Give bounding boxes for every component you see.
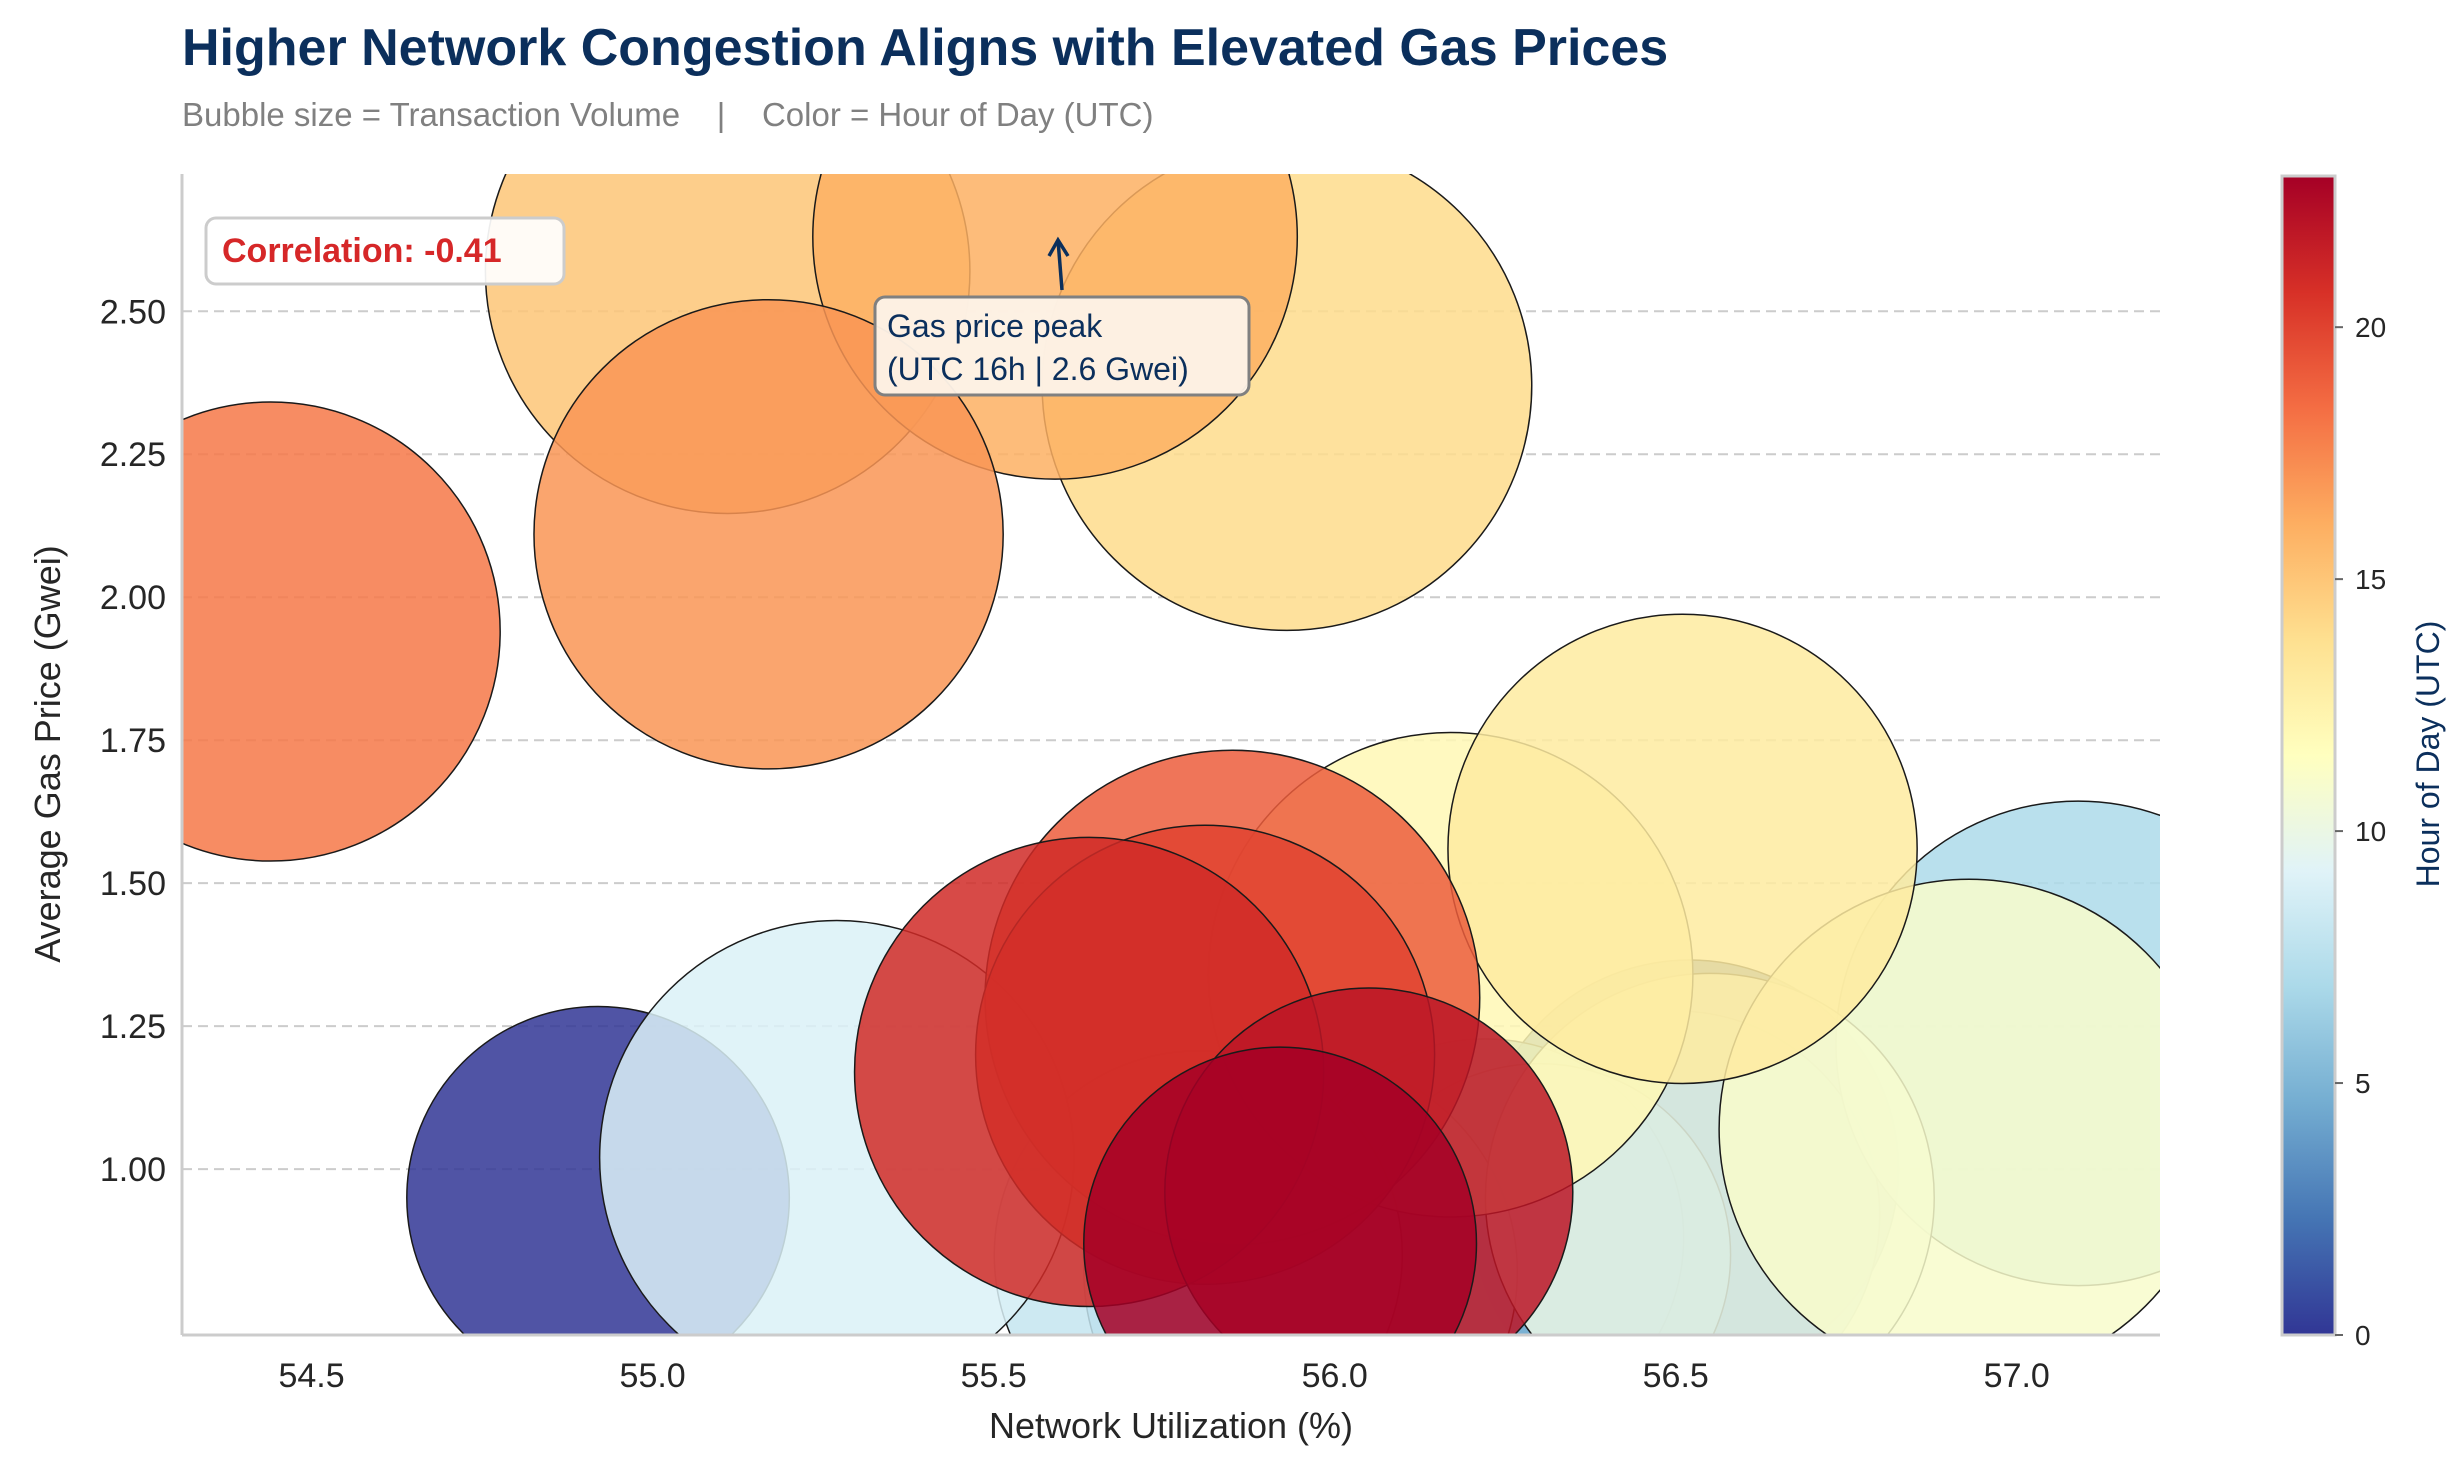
y-axis-label: Average Gas Price (Gwei) [27,545,68,962]
colorbar-tick-label: 10 [2355,816,2386,847]
colorbar-ticks: 0 5 10 15 20 [2335,312,2386,1351]
peak-arrow-shaft [1056,239,1064,291]
chart-title: Higher Network Congestion Aligns with El… [182,19,1669,77]
colorbar-tick-label: 15 [2355,564,2386,595]
x-tick-label: 55.0 [620,1357,686,1395]
correlation-label: Correlation: -0.41 [222,232,502,270]
x-tick-label: 54.5 [278,1357,344,1395]
colorbar-gradient [2280,174,2337,1337]
y-tick-label: 2.00 [100,579,166,617]
chart-subtitle: Bubble size = Transaction Volume | Color… [182,96,1154,133]
colorbar-tick-label: 0 [2355,1320,2371,1351]
colorbar: 0 5 10 15 20 Hour of Day (UTC) [2280,174,2446,1351]
colorbar-label: Hour of Day (UTC) [2410,621,2446,888]
colorbar-tick-label: 20 [2355,312,2386,343]
peak-annotation: Gas price peak (UTC 16h | 2.6 Gwei) [873,236,1251,397]
x-ticks: 54.5 55.0 55.5 56.0 56.5 57.0 [278,1357,2049,1395]
peak-arrow-head [1047,236,1070,257]
x-tick-label: 56.0 [1302,1357,1368,1395]
x-tick-label: 56.5 [1643,1357,1709,1395]
correlation-badge: Correlation: -0.41 [204,216,566,286]
y-ticks: 1.00 1.25 1.50 1.75 2.00 2.25 2.50 [100,293,166,1189]
bubble [182,401,501,862]
x-tick-label: 55.5 [961,1357,1027,1395]
y-tick-label: 1.25 [100,1008,166,1046]
bubble [1083,1046,1478,1335]
y-tick-label: 1.75 [100,722,166,760]
x-tick-label: 57.0 [1984,1357,2050,1395]
y-tick-label: 2.25 [100,436,166,474]
bubble [1447,613,1918,1085]
bubble [533,298,1004,770]
colorbar-tick-label: 5 [2355,1068,2371,1099]
peak-label-line1: Gas price peak [887,308,1103,344]
axes [180,174,2160,1337]
y-tick-label: 1.00 [100,1151,166,1189]
y-tick-label: 2.50 [100,293,166,331]
x-axis-label: Network Utilization (%) [989,1405,1353,1446]
peak-label-line2: (UTC 16h | 2.6 Gwei) [887,351,1189,387]
bubbles [182,174,2160,1335]
y-tick-label: 1.50 [100,865,166,903]
